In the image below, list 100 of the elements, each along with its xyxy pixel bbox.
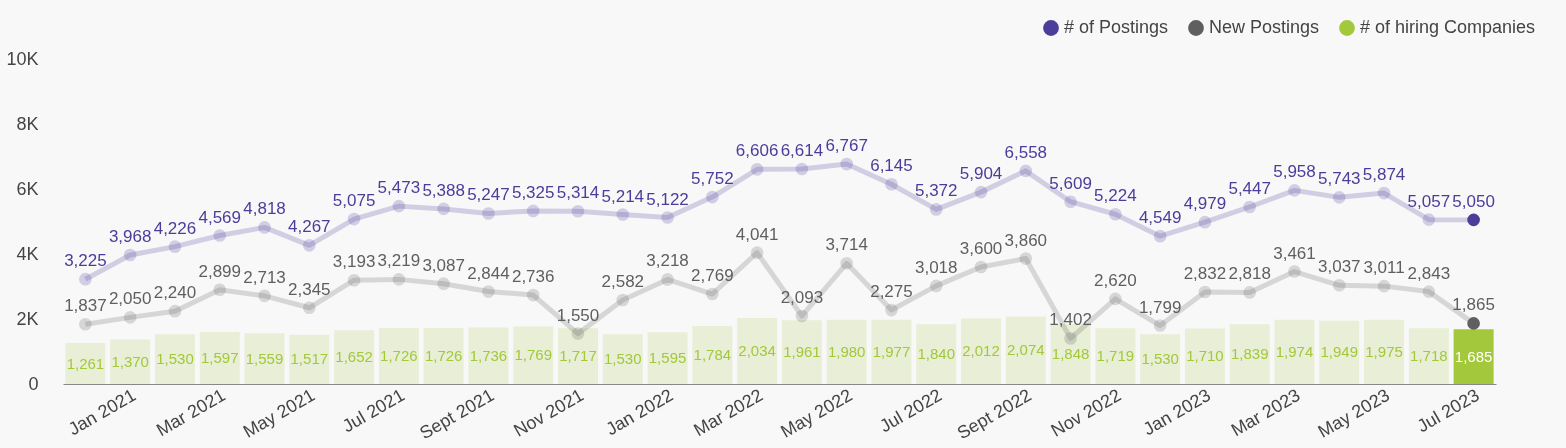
data-label: 1,769 (514, 346, 552, 364)
point (840, 256, 853, 270)
x-tick-label: Jan 2021 (65, 384, 140, 440)
point (616, 208, 630, 221)
point (392, 273, 406, 286)
data-label: 2,713 (243, 267, 286, 287)
data-label: 1,840 (917, 345, 956, 363)
point (1422, 285, 1436, 298)
data-label: 2,769 (691, 266, 734, 286)
data-label: 2,844 (467, 263, 510, 283)
point (1153, 319, 1167, 332)
data-label: 1,726 (380, 346, 418, 364)
data-label: 1,597 (200, 349, 239, 367)
point (661, 211, 674, 224)
data-label: 5,050 (1452, 191, 1495, 211)
data-label: 1,530 (603, 350, 642, 368)
data-label: 1,784 (693, 346, 732, 364)
data-label: 5,958 (1273, 162, 1316, 182)
data-label: 1,799 (1138, 297, 1182, 317)
data-label: 1,837 (64, 296, 107, 316)
data-label: 1,736 (469, 346, 508, 364)
point (79, 272, 92, 286)
point (795, 309, 809, 323)
data-label: 3,193 (332, 252, 376, 272)
data-label: 2,034 (738, 341, 776, 359)
x-tick-label: May 2022 (777, 384, 856, 442)
y-tick-label: 6K (16, 178, 39, 199)
y-tick-label: 0 (28, 373, 39, 394)
data-label: 1,726 (424, 346, 463, 364)
data-label: 3,018 (914, 257, 958, 277)
x-tick-label: Jul 2021 (338, 384, 408, 437)
point (706, 190, 719, 204)
point (1109, 207, 1122, 221)
data-label: 4,041 (735, 224, 779, 244)
y-tick-label: 2K (16, 308, 39, 329)
data-label: 5,388 (422, 180, 465, 200)
point (213, 229, 227, 242)
data-label: 4,818 (243, 199, 286, 219)
data-label: 1,530 (156, 350, 194, 368)
data-label: 4,226 (153, 218, 197, 238)
data-label: 2,620 (1094, 270, 1137, 290)
data-label: 2,074 (1007, 341, 1045, 359)
data-label: 4,569 (198, 207, 242, 227)
x-tick-label: Jul 2022 (876, 384, 946, 437)
data-label: 2,345 (288, 279, 331, 299)
x-tick-label: Jul 2023 (1413, 384, 1483, 437)
point (706, 287, 719, 301)
point (1288, 184, 1301, 197)
data-label: 2,275 (870, 282, 913, 302)
point (929, 279, 943, 293)
point (258, 221, 271, 234)
point (347, 273, 361, 287)
data-label: 1,718 (1410, 347, 1448, 365)
point (840, 157, 853, 171)
x-tick-label: Nov 2021 (510, 384, 587, 441)
data-label: 5,447 (1228, 178, 1271, 198)
point (929, 203, 943, 216)
data-label: 2,843 (1407, 263, 1451, 283)
point (1332, 278, 1346, 292)
point (1332, 191, 1346, 204)
y-tick-label: 10K (6, 48, 39, 69)
point (1198, 215, 1212, 229)
data-label: 1,975 (1365, 342, 1403, 360)
point (168, 304, 182, 318)
point (1377, 279, 1391, 293)
data-label: 3,600 (959, 239, 1003, 258)
data-label: 2,899 (198, 261, 242, 281)
data-label: 3,461 (1273, 243, 1316, 263)
data-label: 5,214 (601, 186, 645, 206)
data-label: 1,974 (1275, 342, 1314, 360)
point (616, 293, 630, 307)
data-label: 3,087 (422, 255, 465, 275)
data-label: 5,473 (377, 178, 421, 198)
data-label: 1,261 (66, 354, 105, 372)
point (571, 204, 585, 218)
data-label: 5,325 (511, 182, 555, 202)
point (1109, 292, 1122, 306)
data-label: 1,719 (1096, 347, 1135, 365)
data-label: 1,710 (1186, 347, 1224, 365)
x-tick-label: Sept 2021 (416, 384, 498, 444)
data-label: 1,977 (872, 342, 911, 360)
data-label: 1,370 (111, 352, 149, 370)
point (437, 277, 450, 290)
data-label: 6,558 (1004, 142, 1048, 162)
point (571, 327, 585, 340)
point (1467, 317, 1480, 330)
data-label: 1,595 (648, 349, 687, 367)
x-tick-label: Sept 2022 (953, 384, 1035, 444)
data-label: 5,057 (1407, 191, 1451, 211)
y-tick-label: 8K (16, 113, 39, 134)
x-tick-label: Jan 2023 (1139, 384, 1214, 440)
point (885, 303, 898, 317)
point (1019, 164, 1033, 178)
point (482, 207, 495, 220)
data-label: 6,767 (825, 136, 868, 156)
y-tick-label: 4K (16, 243, 39, 264)
data-label: 5,372 (914, 181, 958, 201)
data-label: 3,225 (64, 251, 107, 271)
data-label: 6,606 (735, 141, 779, 161)
x-tick-label: Jan 2022 (602, 384, 677, 440)
